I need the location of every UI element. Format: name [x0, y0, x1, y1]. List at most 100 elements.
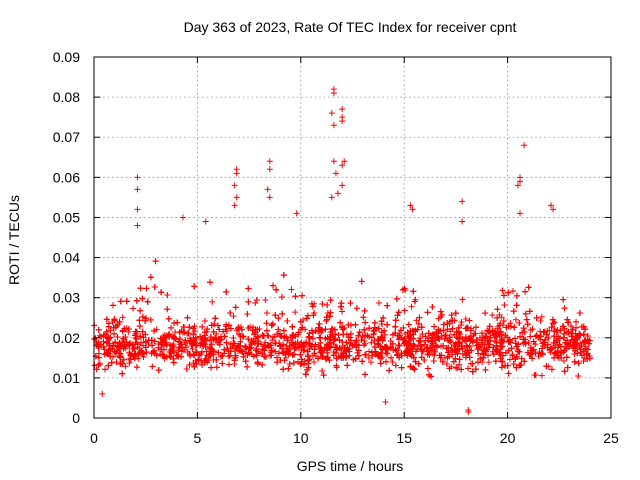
data-point: [401, 307, 408, 314]
data-point: [91, 362, 98, 369]
data-point: [276, 330, 283, 337]
data-point: [490, 344, 497, 351]
data-point: [362, 340, 369, 347]
data-point: [227, 309, 234, 316]
data-point: [280, 349, 287, 356]
data-point: [559, 323, 566, 330]
data-point: [424, 365, 431, 372]
data-point: [278, 293, 285, 300]
data-point: [396, 342, 403, 349]
data-point: [381, 331, 388, 338]
data-point: [516, 348, 523, 355]
data-point: [254, 348, 261, 355]
data-point: [417, 342, 424, 349]
data-point: [105, 334, 112, 341]
data-point: [500, 317, 507, 324]
data-point: [225, 322, 232, 329]
data-point: [270, 282, 277, 289]
data-point: [181, 324, 188, 331]
data-point: [214, 322, 221, 329]
data-point: [251, 331, 258, 338]
x-axis-label: GPS time / hours: [297, 458, 404, 474]
data-point: [469, 360, 476, 367]
data-point: [316, 320, 323, 327]
y-tick-label: 0.03: [53, 290, 80, 306]
data-point: [497, 339, 504, 346]
data-point: [497, 349, 504, 356]
data-point: [543, 363, 550, 370]
data-point: [289, 351, 296, 358]
data-point: [269, 337, 276, 344]
data-point: [545, 334, 552, 341]
data-point: [432, 348, 439, 355]
data-point: [315, 343, 322, 350]
y-tick-label: 0.09: [53, 49, 80, 65]
data-point: [410, 288, 417, 295]
data-point: [111, 348, 118, 355]
data-point: [170, 359, 177, 366]
data-point: [375, 300, 382, 306]
data-point: [263, 327, 270, 334]
data-point: [236, 331, 243, 338]
data-point: [486, 323, 493, 330]
data-point: [361, 342, 368, 349]
data-point: [430, 357, 437, 364]
data-point: [319, 368, 326, 375]
data-point: [475, 341, 482, 348]
data-point: [227, 325, 234, 332]
data-point: [489, 312, 496, 319]
data-point: [454, 365, 461, 372]
data-point: [564, 364, 571, 371]
data-point: [429, 331, 436, 338]
data-point: [440, 342, 447, 349]
data-point: [319, 353, 326, 360]
data-point: [213, 364, 220, 371]
data-point: [323, 316, 330, 323]
data-point: [469, 339, 476, 346]
data-point: [201, 357, 208, 364]
data-point: [130, 305, 137, 312]
data-point: [305, 360, 312, 367]
data-point: [429, 303, 436, 310]
data-point: [299, 292, 306, 299]
data-point: [117, 360, 124, 367]
data-point: [147, 274, 154, 281]
data-point: [327, 309, 334, 316]
data-point: [186, 350, 193, 357]
data-point: [116, 353, 123, 360]
data-point: [520, 336, 527, 343]
data-point: [572, 347, 579, 354]
data-point: [320, 353, 327, 360]
data-point: [443, 361, 450, 368]
data-point: [431, 323, 438, 330]
data-point: [517, 178, 524, 185]
data-point: [387, 354, 394, 361]
data-point: [297, 351, 304, 358]
data-point: [585, 340, 592, 347]
data-point: [458, 318, 465, 325]
data-point: [216, 326, 223, 333]
data-point: [262, 353, 269, 360]
data-point: [340, 331, 347, 338]
data-point: [412, 348, 419, 355]
data-point: [576, 310, 583, 317]
data-point: [284, 337, 291, 344]
data-point: [440, 327, 447, 334]
data-point: [576, 330, 583, 337]
data-point: [530, 338, 537, 345]
data-point: [392, 362, 399, 369]
data-point: [465, 408, 472, 415]
data-point: [452, 310, 459, 317]
data-point: [459, 350, 466, 357]
data-point: [397, 327, 404, 334]
data-point: [491, 337, 498, 344]
data-point: [406, 332, 413, 339]
data-point: [219, 352, 226, 359]
data-point: [364, 332, 371, 339]
data-point: [517, 210, 524, 217]
data-point: [190, 351, 197, 358]
data-point: [319, 327, 326, 334]
data-point: [507, 356, 514, 363]
data-point: [158, 289, 165, 296]
data-point: [462, 325, 469, 332]
